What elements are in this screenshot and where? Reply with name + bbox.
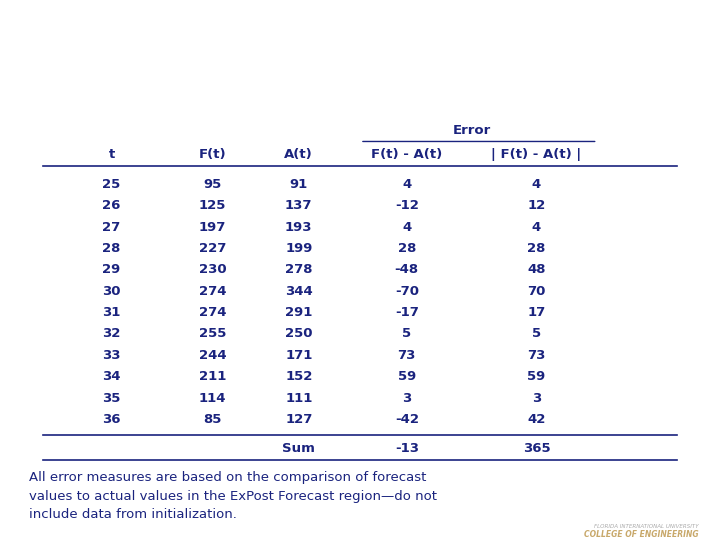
Text: 28: 28: [527, 242, 546, 255]
Text: 48: 48: [527, 264, 546, 276]
Text: 28: 28: [397, 242, 416, 255]
Text: F(t): F(t): [199, 148, 226, 161]
Text: 274: 274: [199, 285, 226, 298]
Text: 291: 291: [285, 306, 312, 319]
Text: 114: 114: [199, 392, 226, 404]
Text: -17: -17: [395, 306, 419, 319]
Text: 25: 25: [102, 178, 121, 191]
Text: 91: 91: [289, 178, 308, 191]
Text: 59: 59: [527, 370, 546, 383]
Text: 274: 274: [199, 306, 226, 319]
Text: 29: 29: [102, 264, 121, 276]
Text: -42: -42: [395, 413, 419, 426]
Text: 255: 255: [199, 327, 226, 340]
Text: | F(t) - A(t) |: | F(t) - A(t) |: [491, 148, 582, 161]
Text: 27: 27: [102, 220, 121, 234]
Text: 3: 3: [532, 392, 541, 404]
Text: -13: -13: [395, 442, 419, 455]
Text: 31: 31: [102, 306, 121, 319]
Text: 227: 227: [199, 242, 226, 255]
Text: -12: -12: [395, 199, 419, 212]
Text: 17: 17: [527, 306, 546, 319]
Text: t: t: [109, 148, 114, 161]
Text: 278: 278: [285, 264, 312, 276]
Text: 5: 5: [532, 327, 541, 340]
Text: 199: 199: [285, 242, 312, 255]
Text: 4: 4: [532, 178, 541, 191]
Text: 4: 4: [532, 220, 541, 234]
Text: 28: 28: [102, 242, 121, 255]
Text: 73: 73: [397, 349, 416, 362]
Text: 211: 211: [199, 370, 226, 383]
Text: FLORIDA INTERNATIONAL UNIVERSITY: FLORIDA INTERNATIONAL UNIVERSITY: [594, 523, 698, 529]
Text: Errors Measure: Errors Measure: [229, 32, 491, 61]
Text: 3: 3: [402, 392, 411, 404]
Text: -70: -70: [395, 285, 419, 298]
Text: 12: 12: [527, 199, 546, 212]
Text: 73: 73: [527, 349, 546, 362]
Text: Error: Error: [452, 124, 491, 137]
Text: 33: 33: [102, 349, 121, 362]
Text: 230: 230: [199, 264, 226, 276]
Text: 111: 111: [285, 392, 312, 404]
Text: 137: 137: [285, 199, 312, 212]
Text: 125: 125: [199, 199, 226, 212]
Text: 365: 365: [523, 442, 550, 455]
Text: 85: 85: [203, 413, 222, 426]
Text: 42: 42: [527, 413, 546, 426]
Text: 197: 197: [199, 220, 226, 234]
Text: 193: 193: [285, 220, 312, 234]
Text: 70: 70: [527, 285, 546, 298]
Text: All error measures are based on the comparison of forecast
values to actual valu: All error measures are based on the comp…: [29, 471, 437, 521]
Text: Sum: Sum: [282, 442, 315, 455]
Text: 34: 34: [102, 370, 121, 383]
Text: 35: 35: [102, 392, 121, 404]
Text: F(t) - A(t): F(t) - A(t): [372, 148, 442, 161]
Text: 32: 32: [102, 327, 121, 340]
Text: 36: 36: [102, 413, 121, 426]
Text: 4: 4: [402, 178, 411, 191]
Text: 4: 4: [402, 220, 411, 234]
Text: 152: 152: [285, 370, 312, 383]
Text: 171: 171: [285, 349, 312, 362]
Text: 26: 26: [102, 199, 121, 212]
Text: 59: 59: [397, 370, 416, 383]
Text: 127: 127: [285, 413, 312, 426]
Text: 250: 250: [285, 327, 312, 340]
Text: -48: -48: [395, 264, 419, 276]
Text: 5: 5: [402, 327, 411, 340]
Text: 30: 30: [102, 285, 121, 298]
Text: 344: 344: [285, 285, 312, 298]
Text: COLLEGE OF ENGINEERING: COLLEGE OF ENGINEERING: [584, 530, 698, 539]
Text: A(t): A(t): [284, 148, 313, 161]
Text: 95: 95: [203, 178, 222, 191]
Text: 244: 244: [199, 349, 226, 362]
